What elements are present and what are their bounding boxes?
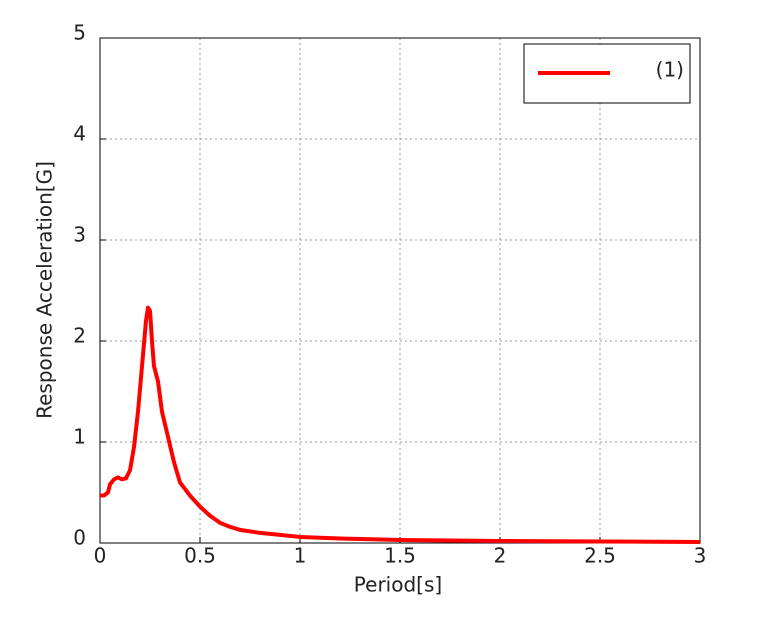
x-tick-label: 2 <box>494 544 507 568</box>
x-axis-label: Period[s] <box>354 573 442 597</box>
x-tick-label: 1 <box>294 544 307 568</box>
x-tick-label: 2.5 <box>584 544 616 568</box>
y-tick-label: 1 <box>73 425 86 449</box>
x-tick-label: 3 <box>694 544 707 568</box>
y-tick-label: 0 <box>73 526 86 550</box>
y-tick-label: 2 <box>73 324 86 348</box>
x-tick-label: 0 <box>94 544 107 568</box>
y-tick-label: 3 <box>73 223 86 247</box>
legend-label: (1) <box>656 58 684 82</box>
y-tick-label: 5 <box>73 21 86 45</box>
plot-frame <box>99 37 701 544</box>
x-tick-label: 1.5 <box>384 544 416 568</box>
data-line <box>100 305 701 544</box>
y-tick-label: 4 <box>73 122 86 146</box>
x-tick-label: 0.5 <box>184 544 216 568</box>
y-axis-label: Response Acceleration[G] <box>33 161 57 419</box>
